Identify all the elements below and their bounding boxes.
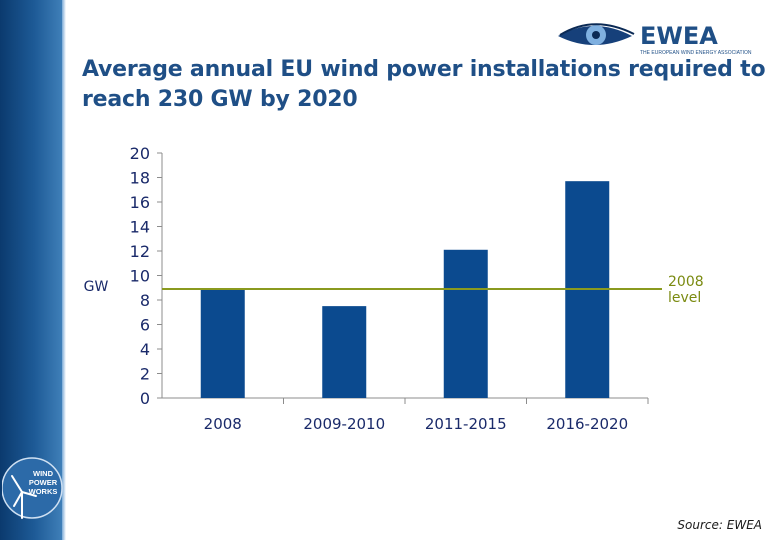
bar (322, 306, 367, 398)
source-note: Source: EWEA (677, 518, 762, 532)
y-tick-label: 0 (140, 389, 150, 408)
sidebar-edge (62, 0, 66, 540)
brand-tagline: THE EUROPEAN WIND ENERGY ASSOCIATION (640, 50, 752, 56)
badge-line-3: WORKS (29, 487, 58, 496)
wind-turbine-icon (11, 475, 37, 519)
bar (443, 249, 488, 398)
eye-icon (558, 23, 635, 45)
y-tick-label: 16 (130, 193, 150, 212)
y-tick-label: 12 (130, 242, 150, 261)
x-tick-label: 2016-2020 (546, 415, 628, 433)
y-tick-label: 20 (130, 144, 150, 163)
wind-power-works-logo: WIND POWER WORKS (2, 457, 63, 519)
x-tick-label: 2009-2010 (303, 415, 385, 433)
y-axis-label: GW (84, 279, 109, 295)
brand-name: EWEA (640, 22, 718, 50)
bar (200, 288, 245, 398)
badge-line-1: WIND (33, 469, 54, 478)
y-tick-label: 2 (140, 365, 150, 384)
ewea-logo: EWEA THE EUROPEAN WIND ENERGY ASSOCIATIO… (558, 22, 752, 56)
reference-line-label-1: 2008 (668, 274, 704, 290)
y-tick-label: 10 (130, 267, 150, 286)
page-title: Average annual EU wind power installatio… (82, 55, 766, 115)
x-tick-label: 2008 (204, 415, 242, 433)
y-tick-label: 18 (130, 169, 150, 188)
reference-line-label-2: level (668, 290, 701, 306)
sidebar-panel (0, 0, 62, 540)
badge-line-2: POWER (29, 478, 58, 487)
title-line-2: reach 230 GW by 2020 (82, 87, 358, 112)
y-tick-label: 8 (140, 291, 150, 310)
title-line-1: Average annual EU wind power installatio… (82, 57, 766, 82)
y-tick-label: 4 (140, 340, 150, 359)
x-tick-label: 2011-2015 (425, 415, 507, 433)
y-tick-label: 14 (130, 218, 150, 237)
y-tick-label: 6 (140, 316, 150, 335)
